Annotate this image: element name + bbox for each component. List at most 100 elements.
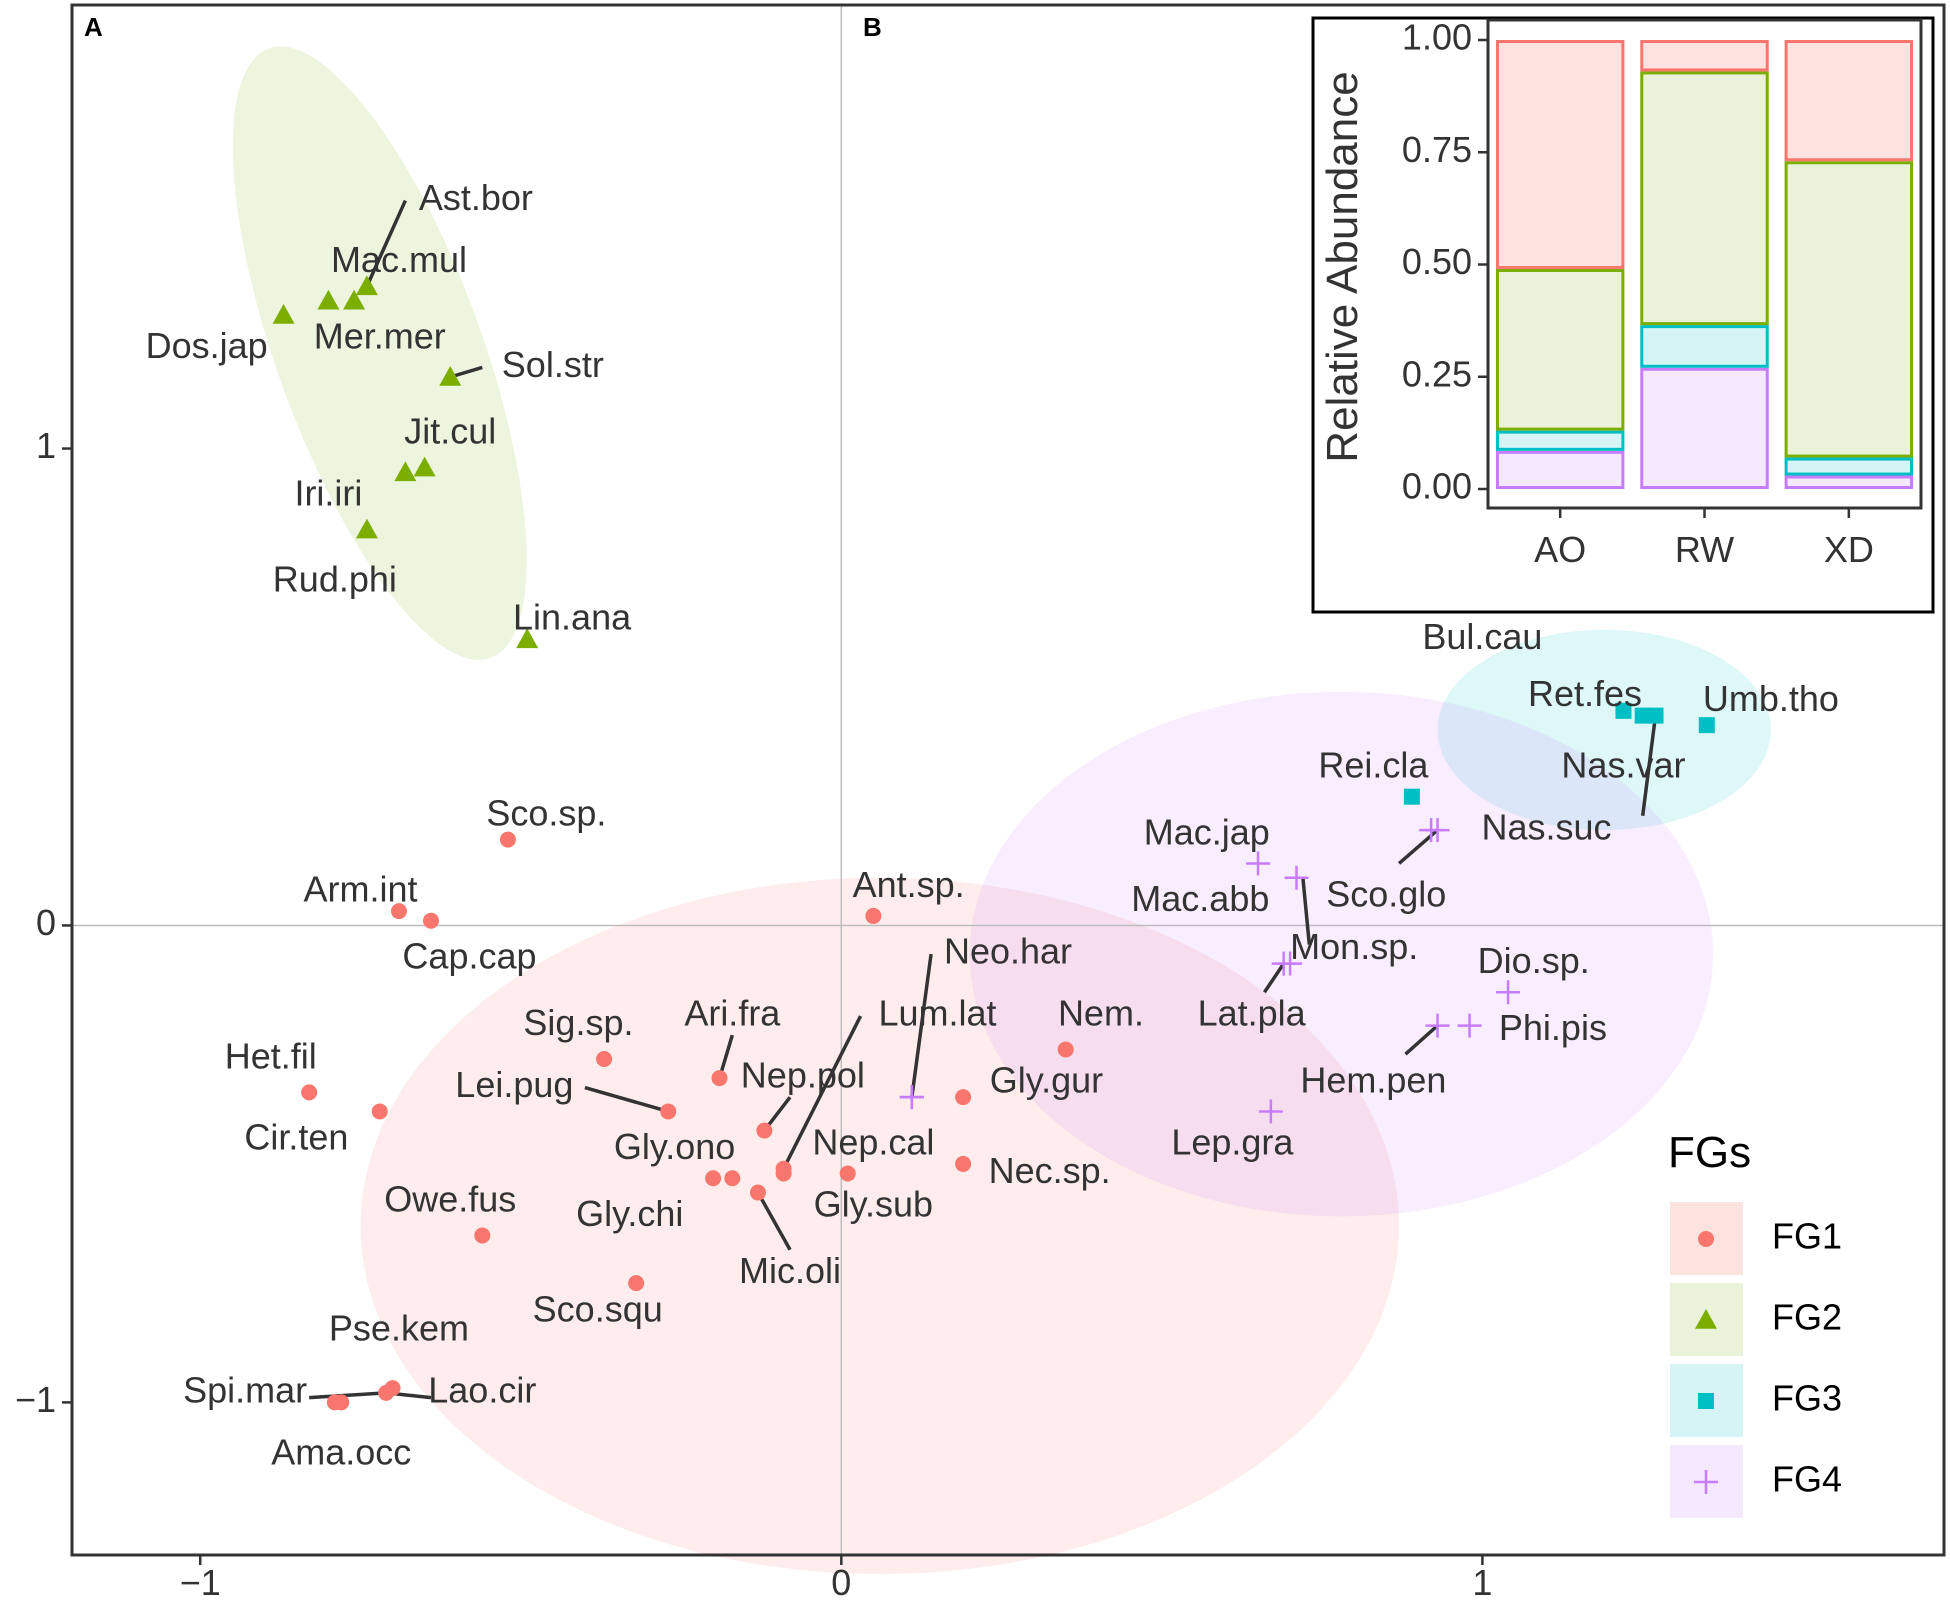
inset-axis-ticks: 0.00 0.25 0.50 0.75 1.00 AO RW XD (1402, 17, 1874, 570)
point-ari-fra (711, 1070, 728, 1087)
point-label-lao-cir: Lao.cir (428, 1369, 536, 1410)
point-nep-pol (756, 1122, 773, 1139)
point-iri-iri (394, 461, 417, 482)
point-nas-var2 (1647, 707, 1664, 724)
x-tick-label: 1 (1472, 1562, 1492, 1603)
label-connector-7 (910, 953, 933, 1098)
y-tick-label: 0 (36, 902, 56, 943)
point-label-mer-mer: Mer.mer (314, 315, 446, 356)
bar-ao-fg2 (1495, 268, 1625, 431)
label-connector-8 (309, 1391, 387, 1400)
ellipse-fg1 (360, 877, 1400, 1575)
point-label-sig-sp: Sig.sp. (523, 1002, 633, 1043)
point-lat-pla (1271, 951, 1296, 976)
point-label-cap-cap: Cap.cap (402, 935, 536, 976)
point-nec-sp (955, 1155, 972, 1172)
point-label-lat-pla: Lat.pla (1198, 993, 1307, 1034)
point-label-ari-fra: Ari.fra (684, 993, 781, 1034)
legend-marker-fg4 (1694, 1470, 1718, 1494)
point-label-nec-sp: Nec.sp. (989, 1150, 1111, 1191)
point-label-het-fil: Het.fil (225, 1036, 317, 1077)
bar-ao-fg1 (1495, 40, 1625, 269)
point-mac-mul (317, 289, 340, 310)
inset-bar-chart: 0.00 0.25 0.50 0.75 1.00 AO RW XD Relative Abun… (1311, 16, 1935, 614)
inset-y-tick-label: 0.50 (1402, 241, 1472, 282)
point-label-lin-ana: Lin.ana (513, 597, 632, 638)
legend-title: FGs (1668, 1128, 1751, 1177)
point-label-umb-tho: Umb.tho (1703, 678, 1839, 719)
point-label-dos-jap: Dos.jap (146, 325, 268, 366)
label-connector-14 (1640, 715, 1658, 816)
legend: FGs FG1 FG2 FG3 FG4 (1668, 1128, 1842, 1518)
y-tick-label: −1 (15, 1379, 56, 1420)
bar-ao-fg4 (1495, 450, 1625, 489)
point-label-ant-sp: Ant.sp. (853, 864, 965, 905)
point-label-owe-fus: Owe.fus (384, 1179, 516, 1220)
bar-rw-fg4 (1640, 367, 1769, 489)
point-label-pse-kem: Pse.kem (329, 1307, 469, 1348)
point-mic-oli (749, 1184, 766, 1201)
bar-xd-fg3 (1784, 457, 1914, 476)
point-label-mac-abb: Mac.abb (1131, 878, 1269, 919)
point-label-gly-chi: Gly.chi (576, 1193, 683, 1234)
point-neo-har (899, 1085, 924, 1110)
legend-label-fg1: FG1 (1772, 1216, 1842, 1257)
point-label-gly-sub: Gly.sub (814, 1183, 933, 1224)
point-lao-cir (378, 1384, 395, 1401)
inset-x-tick-label-rw: RW (1675, 529, 1734, 570)
point-lei-pug (660, 1103, 677, 1120)
point-label-mac-jap: Mac.jap (1144, 811, 1270, 852)
point-label-lum-lat: Lum.lat (878, 993, 996, 1034)
point-label-gly-ono: Gly.ono (614, 1126, 735, 1167)
point-label-cir-ten: Cir.ten (244, 1117, 348, 1158)
main-plot-border (70, 3, 1946, 1557)
label-connector-11 (1301, 877, 1312, 945)
point-hem-pen (1425, 1013, 1450, 1038)
point-dos-jap (272, 304, 295, 324)
main-axis-ticks: −1 0 1 −1 0 1 (15, 425, 1492, 1603)
point-label-gly-gur: Gly.gur (990, 1059, 1103, 1100)
y-tick-label: 1 (36, 425, 56, 466)
point-gly-chi (705, 1170, 722, 1187)
point-cir-ten (371, 1103, 388, 1120)
point-nem (1057, 1041, 1074, 1058)
bar-rw-fg1 (1640, 40, 1769, 72)
label-connector-6 (756, 1191, 792, 1251)
point-label-phi-pis: Phi.pis (1499, 1007, 1607, 1048)
label-connector-12 (1262, 962, 1286, 994)
point-label-neo-har: Neo.har (944, 931, 1072, 972)
label-connector-5 (782, 1015, 863, 1170)
point-label-mac-mul: Mac.mul (331, 239, 467, 280)
legend-marker-fg1 (1698, 1231, 1714, 1247)
point-ama-occ (333, 1394, 350, 1411)
inset-x-tick-label-xd: XD (1824, 529, 1874, 570)
ellipse-fg3 (1437, 629, 1771, 831)
point-ant-sp (865, 907, 882, 924)
point-labels: Sco.sp. Arm.int Cap.cap Ant.sp. Sig.sp. Ari.f… (146, 177, 1839, 1472)
bar-rw-fg2 (1640, 71, 1769, 326)
point-sco-squ (628, 1275, 645, 1292)
point-sig-sp (596, 1051, 613, 1067)
point-label-arm-int: Arm.int (303, 869, 417, 910)
point-rud-phi (355, 518, 378, 539)
legend-marker-fg2 (1695, 1309, 1717, 1329)
point-label-dio-sp: Dio.sp. (1478, 940, 1590, 981)
reference-lines (72, 5, 1944, 1555)
label-connector-13 (1404, 1024, 1439, 1056)
point-nas-suc (1419, 818, 1444, 843)
point-label-ast-bor: Ast.bor (419, 177, 533, 218)
point-rei-cla (1403, 788, 1420, 805)
x-tick-label: −1 (180, 1562, 221, 1603)
inset-x-tick-label-ao: AO (1534, 529, 1586, 570)
point-label-nem: Nem. (1058, 993, 1144, 1034)
point-phi-pis (1457, 1013, 1482, 1038)
point-label-nas-var: Nas.var (1561, 745, 1685, 786)
inset-y-tick-label: 0.00 (1402, 466, 1472, 507)
point-het-fil (301, 1084, 318, 1101)
point-label-spi-mar: Spi.mar (183, 1369, 307, 1410)
point-label-sco-glo: Sco.glo (1326, 873, 1446, 914)
point-label-lep-gra: Lep.gra (1171, 1121, 1294, 1162)
point-sco-sp (499, 831, 516, 848)
